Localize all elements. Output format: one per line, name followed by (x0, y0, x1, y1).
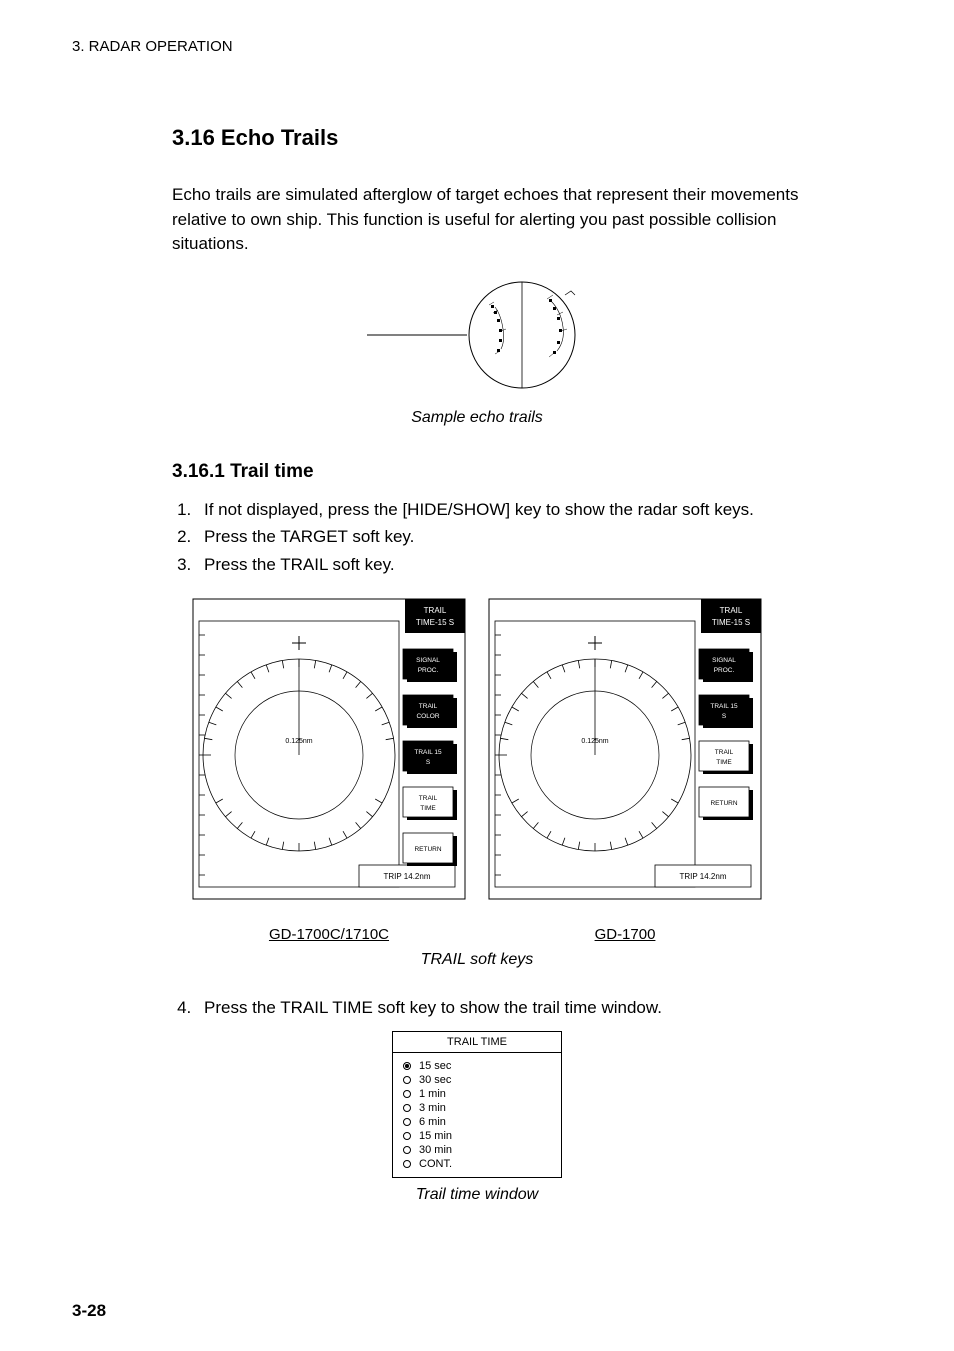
page-number: 3-28 (72, 1301, 106, 1321)
svg-text:RETURN: RETURN (414, 846, 441, 853)
trail-option-label: 3 min (419, 1102, 446, 1114)
trail-option-label: 30 min (419, 1144, 452, 1156)
radar-left-caption: GD-1700C/1710C (189, 926, 469, 943)
svg-text:TRAIL: TRAIL (720, 606, 743, 615)
trail-option-label: CONT. (419, 1158, 452, 1170)
svg-text:TRAIL: TRAIL (715, 749, 734, 756)
trail-option-label: 1 min (419, 1088, 446, 1100)
trail-option: 15 sec (403, 1059, 551, 1073)
trail-option: CONT. (403, 1157, 551, 1171)
svg-text:TRAIL 15: TRAIL 15 (414, 749, 442, 756)
radar-left: 0.125nm TRIP 14.2nm TRAIL TIME-15 S SIGN… (189, 595, 469, 943)
svg-text:S: S (722, 713, 727, 720)
steps-list-2: Press the TRAIL TIME soft key to show th… (196, 995, 882, 1021)
svg-text:S: S (426, 759, 431, 766)
svg-text:TRIP 14.2nm: TRIP 14.2nm (680, 872, 727, 881)
svg-text:TRIP 14.2nm: TRIP 14.2nm (384, 872, 431, 881)
radio-icon (403, 1146, 411, 1154)
step-1: If not displayed, press the [HIDE/SHOW] … (196, 497, 882, 523)
trail-window-caption: Trail time window (72, 1186, 882, 1204)
section-title: 3.16 Echo Trails (172, 125, 882, 151)
radar-right-caption: GD-1700 (485, 926, 765, 943)
svg-text:PROC.: PROC. (418, 667, 439, 674)
trail-option-label: 15 min (419, 1130, 452, 1142)
radar-pair-caption: TRAIL soft keys (72, 951, 882, 969)
radio-icon (403, 1090, 411, 1098)
trail-option: 30 sec (403, 1073, 551, 1087)
svg-text:SIGNAL: SIGNAL (416, 657, 440, 664)
radar-pair: 0.125nm TRIP 14.2nm TRAIL TIME-15 S SIGN… (72, 595, 882, 943)
radio-icon (403, 1076, 411, 1084)
sample-echo-figure (72, 275, 882, 395)
trail-option: 1 min (403, 1087, 551, 1101)
trail-option: 30 min (403, 1143, 551, 1157)
svg-text:TIME: TIME (716, 759, 732, 766)
svg-text:RETURN: RETURN (710, 800, 737, 807)
steps-list: If not displayed, press the [HIDE/SHOW] … (196, 497, 882, 578)
trail-option-label: 15 sec (419, 1060, 451, 1072)
svg-text:TRAIL: TRAIL (419, 703, 438, 710)
svg-text:TIME-15 S: TIME-15 S (712, 618, 750, 627)
trail-option-label: 6 min (419, 1116, 446, 1128)
svg-text:TRAIL 15: TRAIL 15 (710, 703, 738, 710)
trail-option: 3 min (403, 1101, 551, 1115)
subsection-title: 3.16.1 Trail time (172, 461, 882, 483)
trail-time-window: TRAIL TIME 15 sec 30 sec 1 min 3 min 6 min 15… (392, 1031, 562, 1178)
svg-text:TRAIL: TRAIL (424, 606, 447, 615)
trail-option-label: 30 sec (419, 1074, 451, 1086)
svg-text:TRAIL: TRAIL (419, 795, 438, 802)
radio-icon (403, 1160, 411, 1168)
svg-text:0.125nm: 0.125nm (581, 738, 608, 745)
svg-text:SIGNAL: SIGNAL (712, 657, 736, 664)
radio-icon (403, 1118, 411, 1126)
svg-text:PROC.: PROC. (714, 667, 735, 674)
svg-text:COLOR: COLOR (416, 713, 439, 720)
radio-icon (403, 1104, 411, 1112)
radar-right: 0.125nm TRIP 14.2nm TRAIL TIME-15 S SIGN… (485, 595, 765, 943)
trail-option: 15 min (403, 1129, 551, 1143)
page-header: 3. RADAR OPERATION (72, 38, 882, 55)
radio-icon (403, 1132, 411, 1140)
radio-icon (403, 1062, 411, 1070)
step-4: Press the TRAIL TIME soft key to show th… (196, 995, 882, 1021)
svg-text:0.125nm: 0.125nm (285, 738, 312, 745)
intro-paragraph: Echo trails are simulated afterglow of t… (172, 183, 852, 257)
svg-text:TIME-15 S: TIME-15 S (416, 618, 454, 627)
trail-option: 6 min (403, 1115, 551, 1129)
step-2: Press the TARGET soft key. (196, 524, 882, 550)
trail-window-title: TRAIL TIME (393, 1032, 561, 1053)
step-3: Press the TRAIL soft key. (196, 552, 882, 578)
sample-echo-caption: Sample echo trails (72, 409, 882, 427)
svg-text:TIME: TIME (420, 805, 436, 812)
